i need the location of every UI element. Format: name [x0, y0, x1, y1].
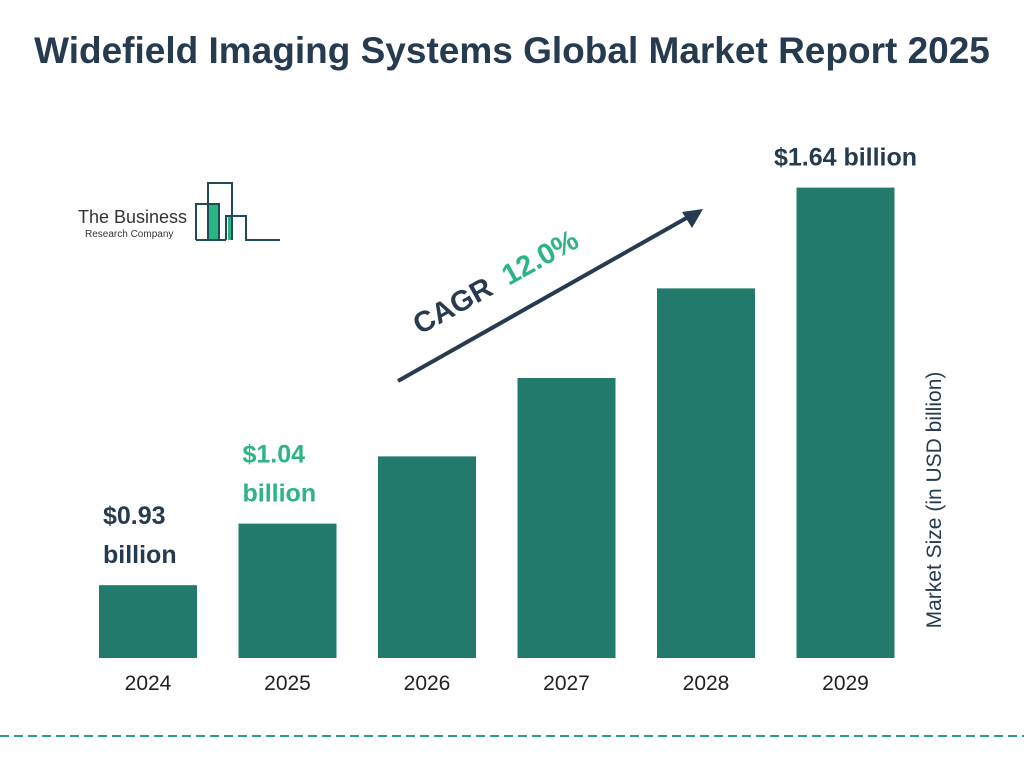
logo-line2: Research Company [85, 229, 173, 240]
data-label: $1.64 billion [774, 144, 917, 172]
bar-2025 [238, 523, 337, 658]
logo-bar [228, 216, 233, 240]
data-label: billion [243, 480, 317, 508]
x-tick-label: 2026 [404, 672, 451, 695]
chart-title: Widefield Imaging Systems Global Market … [34, 30, 990, 71]
x-tick-label: 2025 [264, 672, 311, 695]
x-tick-label: 2028 [683, 672, 730, 695]
bar-2027 [517, 378, 616, 658]
x-tick-label: 2027 [543, 672, 590, 695]
data-label: $1.04 [243, 441, 306, 469]
logo-line1: The Business [78, 207, 187, 227]
cagr-arrow [397, 214, 691, 383]
x-tick-label: 2029 [822, 672, 869, 695]
bar-2024 [99, 585, 197, 658]
bar-2028 [657, 288, 755, 658]
logo: The Business Research Company [78, 182, 280, 241]
logo-bar [209, 204, 218, 240]
x-tick-label: 2024 [125, 672, 172, 695]
bar-2026 [378, 456, 476, 658]
bar-2029 [796, 187, 895, 658]
data-label: $0.93 [103, 502, 166, 530]
y-axis-label: Market Size (in USD billion) [923, 372, 946, 629]
data-label: billion [103, 541, 177, 569]
arrow-head-icon [682, 209, 703, 228]
